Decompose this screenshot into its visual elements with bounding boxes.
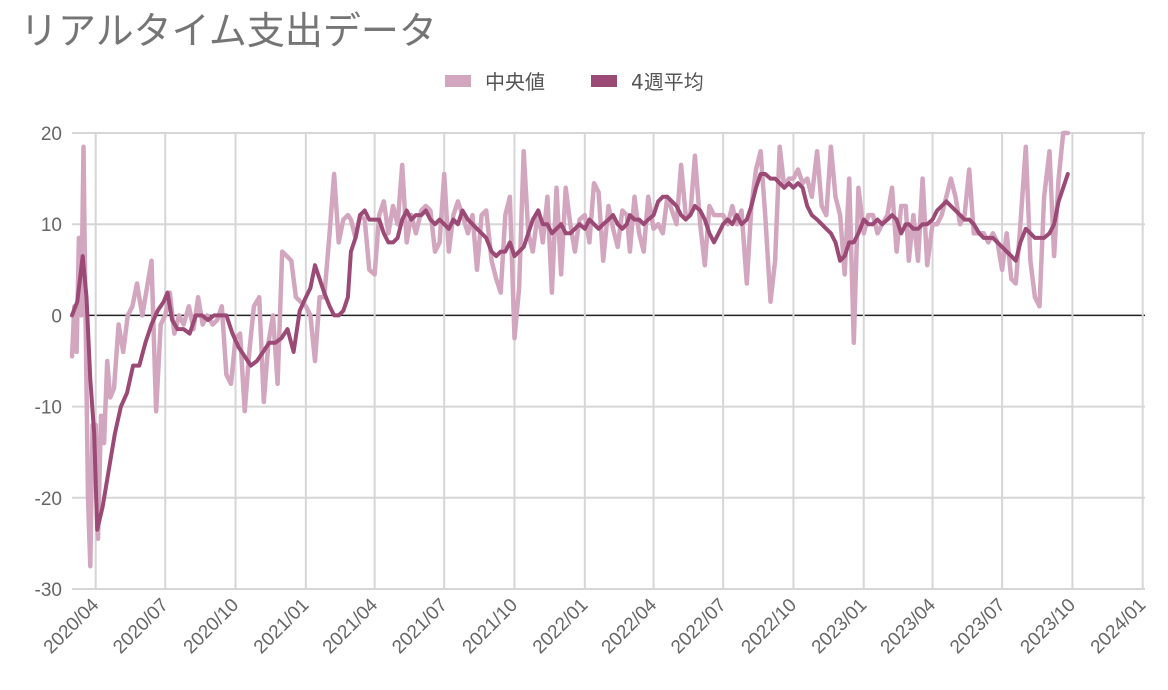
x-tick-label: 2023/07 [946, 595, 1009, 658]
x-tick-label: 2020/07 [109, 595, 172, 658]
legend-avg4w-swatch [591, 75, 617, 87]
x-tick-label: 2021/10 [459, 595, 522, 658]
y-axis-ticks: -30 -20 -10 0 10 20 [35, 124, 62, 601]
series-lines [69, 130, 1071, 569]
x-tick-label: 2022/07 [667, 595, 730, 658]
legend-avg4w-text: 4週平均 [631, 70, 704, 94]
x-tick-label: 2022/10 [738, 595, 801, 658]
y-tick-label: -10 [35, 398, 62, 419]
y-tick-label: -30 [35, 580, 62, 601]
x-tick-label: 2023/01 [808, 595, 871, 658]
x-tick-label: 2021/07 [388, 595, 451, 658]
legend: 中央値 4週平均 [445, 70, 704, 94]
page-title: リアルタイム支出データ [20, 9, 437, 53]
series-line-0 [69, 130, 1071, 569]
y-tick-label: 20 [41, 124, 62, 145]
x-tick-label: 2021/04 [319, 594, 383, 658]
chart-grid [72, 132, 1145, 590]
x-tick-label: 2020/04 [40, 594, 104, 658]
y-tick-label: 0 [51, 306, 62, 327]
x-tick-label: 2024/01 [1087, 595, 1150, 658]
legend-median-swatch [445, 75, 471, 87]
y-tick-label: -20 [35, 489, 62, 510]
x-tick-label: 2020/10 [180, 595, 243, 658]
x-tick-label: 2023/04 [877, 594, 941, 658]
x-tick-label: 2022/04 [598, 594, 662, 658]
y-tick-label: 10 [41, 215, 62, 236]
x-tick-label: 2022/01 [529, 595, 592, 658]
series-line-1 [70, 172, 1070, 532]
legend-median-text: 中央値 [485, 70, 545, 94]
x-tick-label: 2021/01 [250, 595, 313, 658]
x-axis-ticks: 2020/04 2020/07 2020/10 2021/01 2021/04 2021/… [40, 594, 1150, 658]
x-tick-label: 2023/10 [1017, 595, 1080, 658]
